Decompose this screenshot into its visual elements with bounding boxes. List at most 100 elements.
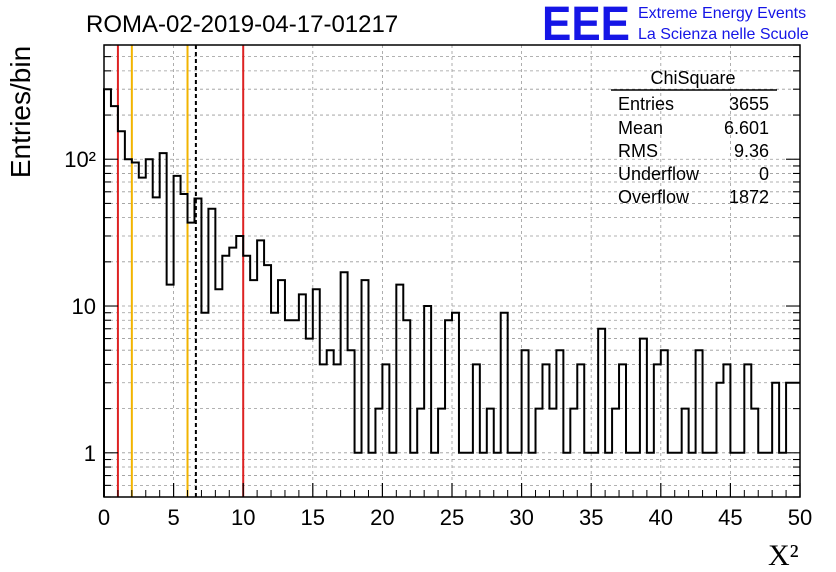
histogram-bin (591, 453, 598, 497)
histogram-bin (292, 320, 299, 497)
histogram-bin (515, 453, 522, 497)
histogram-bin (696, 350, 703, 497)
x-tick-label: 30 (509, 505, 533, 530)
y-axis-label: Entries/bin (5, 46, 36, 178)
histogram-bin (556, 350, 563, 497)
histogram-bin (306, 339, 313, 497)
histogram-bin (229, 248, 236, 497)
histogram-bin (264, 265, 271, 497)
histogram-bin (417, 409, 424, 497)
histogram-bin (508, 453, 515, 497)
run-title: ROMA-02-2019-04-17-01217 (86, 11, 398, 38)
histogram-bin (584, 453, 591, 497)
histogram-bin (236, 236, 243, 497)
histogram-bin (640, 339, 647, 497)
x-axis-label: X² (768, 539, 799, 572)
histogram-bin (626, 453, 633, 497)
x-tick-label: 5 (167, 505, 179, 530)
x-tick-label: 40 (649, 505, 673, 530)
histogram-bin (779, 453, 786, 497)
histogram-bin (396, 285, 403, 497)
histogram-bin (619, 364, 626, 497)
histogram-bin (348, 350, 355, 497)
histogram-bin (480, 453, 487, 497)
stats-value-rms: 9.36 (734, 141, 769, 161)
histogram-bin (438, 409, 445, 497)
histogram-bin (737, 453, 744, 497)
histogram-bin (459, 453, 466, 497)
histogram-bin (522, 350, 529, 497)
histogram-bin (661, 350, 668, 497)
histogram-bin (201, 313, 208, 497)
x-tick-label: 20 (370, 505, 394, 530)
histogram-bin (167, 285, 174, 497)
histogram-bin (452, 313, 459, 497)
histogram-bin (536, 409, 543, 497)
histogram-bin (250, 280, 257, 497)
logo-line1: Extreme Energy Events (638, 5, 806, 22)
stats-label-rms: RMS (618, 141, 658, 161)
histogram-bin (473, 364, 480, 497)
histogram-bin (466, 453, 473, 497)
stats-label-mean: Mean (618, 118, 663, 138)
histogram-bin (215, 289, 222, 497)
histogram-bin (153, 197, 160, 497)
histogram-bin (563, 453, 570, 497)
stats-label-entries: Entries (618, 94, 674, 114)
y-tick-label: 10² (64, 147, 96, 172)
histogram-bin (668, 453, 675, 497)
histogram-bin (222, 256, 229, 497)
histogram-bin (327, 350, 334, 497)
histogram-bin (410, 453, 417, 497)
histogram-bin (243, 256, 250, 497)
stats-value-overflow: 1872 (729, 187, 769, 207)
histogram-bin (146, 159, 153, 497)
stats-value-mean: 6.601 (724, 118, 769, 138)
chisquare-histogram: ROMA-02-2019-04-17-01217 EEE Extreme Ene… (0, 0, 836, 572)
histogram-bin (633, 453, 640, 497)
histogram-bin (765, 453, 772, 497)
histogram-bin (125, 159, 132, 497)
histogram-bin (181, 194, 188, 497)
histogram-bin (111, 106, 118, 497)
histogram-bin (368, 453, 375, 497)
histogram-bin (445, 320, 452, 497)
x-tick-label: 35 (579, 505, 603, 530)
histogram-bin (529, 453, 536, 497)
stats-label-overflow: Overflow (618, 187, 690, 207)
histogram-bin (341, 272, 348, 497)
histogram-bin (793, 383, 800, 497)
histogram-bin (132, 162, 139, 497)
histogram-bin (403, 320, 410, 497)
stats-label-underflow: Underflow (618, 164, 700, 184)
histogram-bin (703, 453, 710, 497)
histogram-bin (682, 409, 689, 497)
histogram-bin (487, 409, 494, 497)
stats-value-entries: 3655 (729, 94, 769, 114)
logo-text: EEE (542, 0, 630, 51)
histogram-bin (431, 453, 438, 497)
histogram-bin (549, 409, 556, 497)
histogram-bin (598, 329, 605, 497)
histogram-bin (710, 453, 717, 497)
histogram-bin (118, 131, 125, 497)
histogram-bin (139, 178, 146, 497)
stats-value-underflow: 0 (759, 164, 769, 184)
histogram-bin (786, 383, 793, 497)
histogram-bin (758, 453, 765, 497)
histogram-bin (174, 176, 181, 497)
histogram-bin (188, 223, 195, 497)
histogram-bin (647, 453, 654, 497)
histogram-bin (577, 364, 584, 497)
histogram-bin (257, 240, 264, 497)
histogram-bin (355, 453, 362, 497)
histogram-bin (723, 364, 730, 497)
histogram-bin (382, 364, 389, 497)
histogram-bin (299, 294, 306, 497)
histogram-bin (334, 364, 341, 497)
histogram-bin (744, 364, 751, 497)
histogram-bin (542, 364, 549, 497)
histogram-bin (570, 409, 577, 497)
histogram-bin (278, 280, 285, 497)
x-tick-label: 25 (440, 505, 464, 530)
